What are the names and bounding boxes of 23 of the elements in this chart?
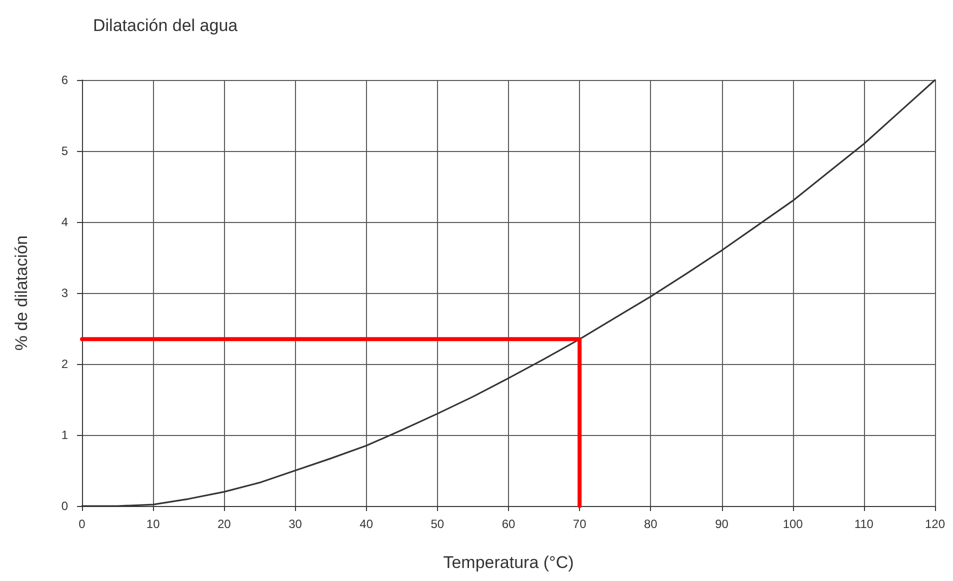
x-tick-label: 120 [924, 517, 946, 531]
x-tick-label: 20 [217, 517, 232, 531]
y-tick-label: 1 [61, 428, 68, 442]
y-tick-label: 0 [61, 499, 68, 513]
x-tick-label: 0 [78, 517, 86, 531]
x-tick-label: 100 [782, 517, 804, 531]
x-tick-label: 10 [146, 517, 160, 531]
x-tick-label: 70 [572, 517, 587, 531]
y-tick-label: 2 [61, 357, 68, 371]
x-tick-label: 110 [854, 517, 874, 531]
x-tick-label: 80 [644, 517, 658, 531]
y-tick-label: 6 [61, 73, 68, 87]
y-tick-label: 3 [61, 286, 68, 300]
x-tick-label: 60 [502, 517, 516, 531]
x-tick-label: 30 [288, 517, 302, 531]
y-axis-title: % de dilatación [12, 235, 31, 351]
x-axis-title: Temperatura (°C) [443, 553, 574, 572]
chart-title: Dilatación del agua [93, 16, 238, 35]
x-tick-label: 50 [430, 517, 444, 531]
x-tick-label: 90 [715, 517, 729, 531]
y-tick-label: 5 [61, 144, 68, 158]
x-tick-label: 40 [360, 517, 374, 531]
y-tick-label: 4 [61, 215, 68, 229]
